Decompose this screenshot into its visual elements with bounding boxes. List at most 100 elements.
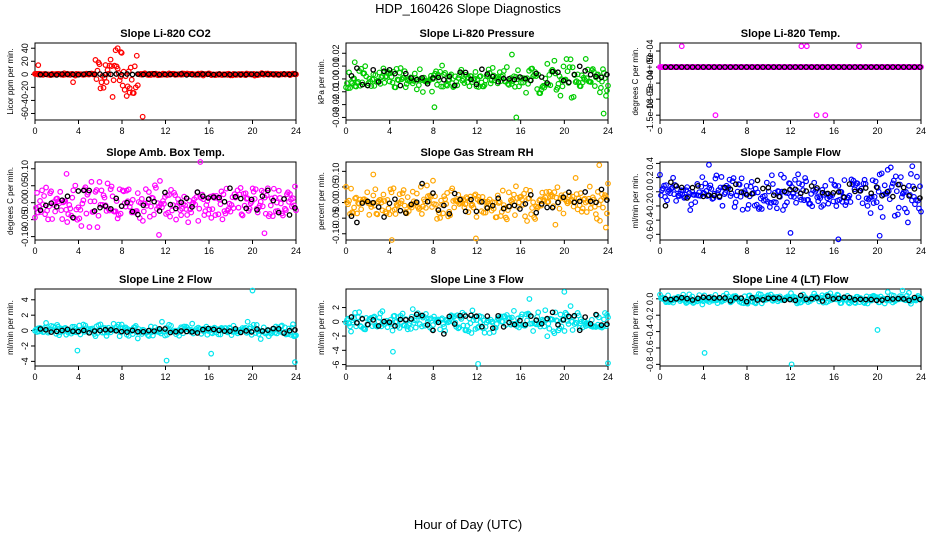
reference-point [408,316,415,322]
reference-point [37,71,44,78]
reference-point [722,184,728,191]
data-point [290,195,296,202]
reference-point [156,71,163,78]
outlier-point [712,112,719,119]
data-point [780,207,786,213]
reference-point [673,183,680,189]
x-axis-label: Hour of Day (UTC) [413,517,523,532]
reference-point [495,78,502,85]
y-tick-label: -40 [20,94,30,107]
reference-point [408,201,415,208]
data-point [399,190,406,197]
data-point [670,174,677,181]
reference-point [538,74,545,80]
data-point [482,209,489,216]
reference-point [386,66,393,73]
reference-point [64,326,71,333]
data-point [578,318,585,325]
data-point [603,194,609,201]
data-point [238,211,245,218]
reference-point [857,187,864,194]
data-point [118,49,125,56]
reference-point [107,71,114,78]
reference-point [189,71,195,78]
data-point [689,293,696,300]
reference-point [70,71,76,78]
reference-point [232,193,239,200]
data-point [554,318,561,324]
reference-point [221,198,228,205]
data-point [604,87,610,94]
reference-point [770,192,777,199]
y-tick-label: 5e-04 [645,40,655,63]
data-point [472,69,479,75]
reference-point [500,205,507,212]
data-point [97,85,104,92]
data-point [40,201,46,208]
reference-point [527,313,534,319]
data-point [246,205,253,212]
reference-point [792,186,799,193]
chart-panel-5: Slope Gas Stream RH 0 4 8 12 16 20 24 -0.10-0.05… [317,147,613,256]
data-point [116,77,123,84]
reference-point [370,199,377,206]
outlier-point [787,230,794,236]
data-point [819,186,826,193]
data-point [372,72,379,79]
data-point [400,187,407,193]
reference-point [118,71,125,78]
reference-point [673,295,680,302]
data-point [605,180,611,187]
reference-point [80,327,87,334]
reference-point [879,297,885,303]
data-point [841,177,848,184]
reference-point [183,328,190,335]
data-point [168,322,174,329]
reference-point [857,64,864,70]
reference-point [145,71,152,77]
data-point [444,82,451,89]
reference-point [167,329,174,336]
reference-point [402,210,409,216]
outlier-point [74,347,81,354]
reference-point [825,293,831,300]
data-point [763,179,770,186]
reference-point [140,328,147,335]
data-point [104,67,111,73]
data-point [884,289,891,295]
reference-point [566,313,572,320]
data-point [769,181,776,187]
data-point [181,323,188,330]
chart-title: Slope Li-820 Temp. [741,28,840,40]
data-point [906,289,912,296]
reference-point [113,327,120,334]
data-point [838,189,845,195]
outlier-point [249,287,256,294]
reference-point [451,82,458,89]
outlier-point [261,230,268,237]
data-point [437,68,443,75]
data-point [147,203,154,210]
reference-point [286,212,293,218]
x-tick-label: 4 [76,372,81,382]
reference-point [684,64,690,70]
reference-point [479,198,485,205]
reference-point [473,81,480,88]
data-point [379,207,386,214]
x-tick-label: 4 [387,126,392,136]
data-point [703,188,710,194]
reference-point [64,71,71,78]
reference-point [364,82,371,89]
data-point [348,185,354,192]
x-tick-label: 24 [603,372,613,382]
reference-point [53,72,60,78]
reference-point [538,320,545,327]
reference-point [80,187,87,194]
x-tick-label: 8 [119,246,124,256]
reference-point [732,64,739,70]
reference-point [435,74,442,81]
reference-point [587,198,594,205]
y-tick-label: -0.01 [331,82,341,103]
data-point [887,164,894,171]
reference-point [776,295,782,301]
